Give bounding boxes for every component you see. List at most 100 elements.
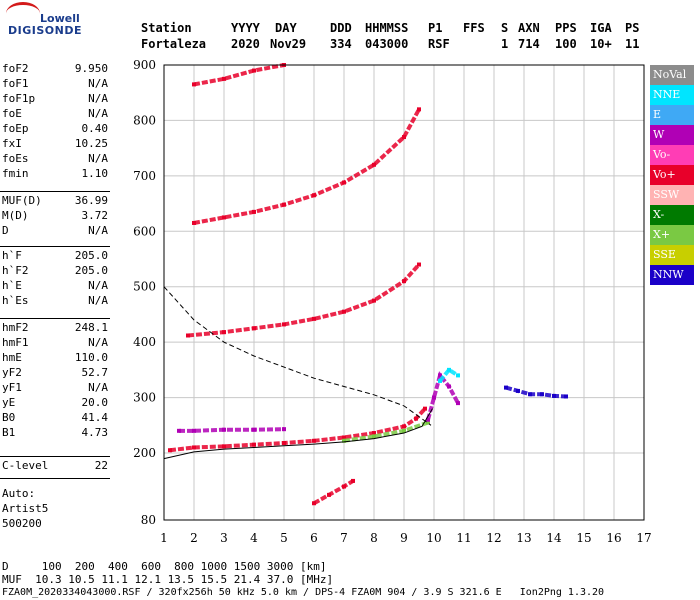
trace-point — [438, 378, 442, 383]
param-label: hmF1 — [2, 336, 29, 349]
param-label: h`E — [2, 279, 22, 292]
trace-point — [426, 420, 430, 425]
param-label: M(D) — [2, 209, 29, 222]
trace-point — [252, 326, 256, 331]
hdr-value-day: Nov29 — [270, 37, 307, 51]
param-value: 4.73 — [81, 426, 109, 439]
param-row: yF1 N/A — [2, 380, 108, 395]
legend-item: E — [650, 105, 694, 125]
param-value: 41.4 — [81, 411, 109, 424]
param-label: D — [2, 224, 9, 237]
trace-point — [186, 333, 190, 338]
x-tick-label: 5 — [280, 531, 288, 545]
trace-point — [312, 316, 316, 321]
param-row: foEp 0.40 — [2, 121, 108, 136]
param-row: h`F 205.0 — [2, 248, 108, 263]
param-value: N/A — [88, 336, 108, 349]
x-tick-label: 13 — [516, 531, 531, 545]
param-label: foEs — [2, 152, 29, 165]
legend-item: Vo- — [650, 145, 694, 165]
trace-point — [192, 220, 196, 225]
legend-item: Vo+ — [650, 165, 694, 185]
trace-point — [192, 428, 196, 433]
hdr-value-axn: 714 — [518, 37, 540, 51]
param-row: B0 41.4 — [2, 410, 108, 425]
param-row: foF1 N/A — [2, 76, 108, 91]
trace-point — [552, 393, 556, 398]
hdr-label-ffs: FFS — [463, 21, 485, 35]
chart-traces — [168, 63, 568, 506]
trace-point — [456, 401, 460, 406]
trace-point — [252, 427, 256, 432]
trace-point — [222, 215, 226, 220]
trace-point — [282, 441, 286, 446]
trace-series — [187, 263, 421, 338]
param-label: yF2 — [2, 366, 22, 379]
trace-point — [447, 367, 451, 372]
param-label: foF1p — [2, 92, 36, 105]
auto-label: Auto: — [2, 487, 36, 500]
param-label: foE — [2, 107, 22, 120]
hdr-value-station: Fortaleza — [141, 37, 207, 51]
trace-point — [351, 478, 355, 483]
hdr-label-station: Station — [141, 21, 192, 35]
chart-tick-labels: 1 2 3 4 5 6 7 8 9 10 11 12 13 14 15 16 17802003004005006… — [133, 58, 652, 545]
trace-point — [342, 309, 346, 314]
footer-distance: D 100 200 400 600 800 1000 1500 3000 [km… — [2, 560, 327, 573]
trace-point — [417, 107, 421, 112]
param-value: 205.0 — [74, 249, 108, 262]
x-tick-label: 4 — [250, 531, 258, 545]
param-value: 248.1 — [74, 321, 108, 334]
param-label: yE — [2, 396, 16, 409]
param-row: h`F2 205.0 — [2, 263, 108, 278]
plot-frame — [163, 64, 645, 521]
param-label: fxI — [2, 137, 22, 150]
hdr-label-iga: IGA — [590, 21, 612, 35]
param-label: h`Es — [2, 294, 29, 307]
legend-item: NoVal — [650, 65, 694, 85]
divider — [0, 191, 110, 192]
trace-point — [192, 445, 196, 450]
param-value: 10.25 — [74, 137, 108, 150]
footer-file-info: FZA0M_2020334043000.RSF / 320fx256h 50 k… — [2, 587, 605, 598]
y-tick-label: 400 — [133, 335, 156, 349]
trace-series — [313, 479, 355, 505]
hdr-value-ddd: 334 — [330, 37, 352, 51]
x-tick-label: 17 — [636, 531, 651, 545]
param-row: foF2 9.950 — [2, 61, 108, 76]
param-row: foEs N/A — [2, 151, 108, 166]
trace-point — [252, 209, 256, 214]
legend-item: NNE — [650, 85, 694, 105]
trace-series — [438, 367, 460, 383]
param-label: h`F2 — [2, 264, 29, 277]
param-row: yE 20.0 — [2, 395, 108, 410]
param-row: hmF1 N/A — [2, 335, 108, 350]
legend-item: SSE — [650, 245, 694, 265]
param-value: N/A — [88, 77, 108, 90]
footer-muf: MUF 10.3 10.5 11.1 12.1 13.5 15.5 21.4 3… — [2, 573, 334, 586]
param-value: 205.0 — [74, 264, 108, 277]
param-value: 36.99 — [74, 194, 108, 207]
hdr-label-day: DAY — [275, 21, 297, 35]
trace-point — [438, 373, 442, 378]
trace-point — [342, 484, 346, 489]
legend-item: NNW — [650, 265, 694, 285]
param-value: N/A — [88, 294, 108, 307]
auto-code: 500200 — [2, 517, 42, 530]
trace-point — [372, 434, 376, 439]
trace-point — [456, 373, 460, 378]
x-tick-label: 1 — [160, 531, 168, 545]
chart-profiles — [163, 286, 433, 460]
trace-point — [426, 417, 430, 422]
trace-point — [222, 76, 226, 81]
param-label: fmin — [2, 167, 29, 180]
hdr-value-time: 043000 — [365, 37, 409, 51]
trace-point — [222, 330, 226, 335]
profile-solid-line — [163, 408, 433, 460]
trace-point — [252, 68, 256, 73]
param-value: 3.72 — [81, 209, 109, 222]
trace-point — [312, 501, 316, 506]
param-value: 110.0 — [74, 351, 108, 364]
param-row: yF2 52.7 — [2, 365, 108, 380]
param-label: yF1 — [2, 381, 22, 394]
